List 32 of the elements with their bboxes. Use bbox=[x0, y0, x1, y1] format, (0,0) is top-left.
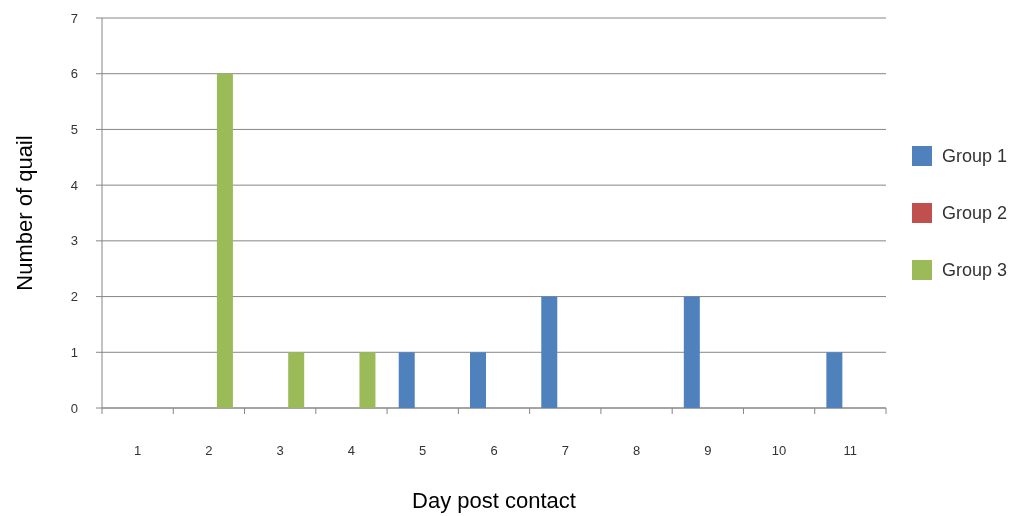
x-tick-label: 1 bbox=[134, 443, 142, 458]
x-tick-label: 8 bbox=[632, 443, 641, 458]
bar bbox=[398, 352, 415, 408]
x-tick-label: 7 bbox=[561, 443, 569, 458]
legend-label: Group 3 bbox=[942, 260, 1008, 281]
y-tick-label: 5 bbox=[70, 121, 78, 137]
x-tick-label: 10 bbox=[771, 443, 787, 458]
legend-label: Group 1 bbox=[942, 146, 1008, 167]
x-axis-title: Day post contact bbox=[412, 488, 576, 513]
y-tick-label: 2 bbox=[70, 289, 78, 305]
bar bbox=[359, 352, 376, 408]
y-tick-label: 6 bbox=[70, 66, 78, 82]
x-tick-label: 11 bbox=[843, 443, 858, 458]
x-tick-label: 9 bbox=[704, 443, 712, 458]
bar bbox=[683, 296, 700, 408]
bar bbox=[826, 352, 843, 408]
x-tick-label: 3 bbox=[276, 443, 284, 458]
y-tick-label: 3 bbox=[70, 233, 78, 249]
x-tick-label: 4 bbox=[347, 443, 356, 458]
bar bbox=[288, 352, 305, 408]
y-tick-label: 4 bbox=[70, 177, 78, 193]
x-tick-label: 6 bbox=[490, 443, 498, 458]
y-tick-label: 1 bbox=[70, 344, 78, 360]
x-tick-label: 2 bbox=[205, 443, 213, 458]
bar bbox=[541, 296, 558, 408]
y-axis-title: Number of quail bbox=[12, 135, 37, 291]
y-tick-label: 0 bbox=[70, 400, 78, 416]
x-tick-label: 5 bbox=[419, 443, 427, 458]
bar bbox=[470, 352, 486, 408]
bar bbox=[216, 73, 233, 408]
y-tick-label: 7 bbox=[70, 10, 78, 26]
legend-label: Group 2 bbox=[942, 203, 1008, 224]
